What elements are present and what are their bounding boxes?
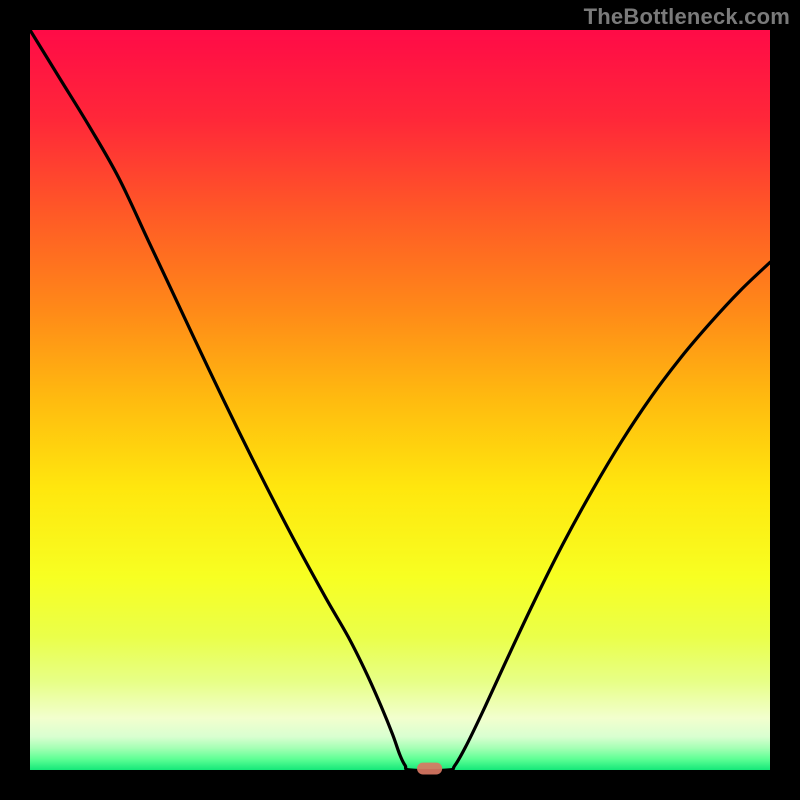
gradient-background — [30, 30, 770, 770]
bottleneck-chart — [0, 0, 800, 800]
image-frame: TheBottleneck.com — [0, 0, 800, 800]
valley-marker — [417, 763, 442, 775]
watermark-text: TheBottleneck.com — [584, 4, 790, 30]
